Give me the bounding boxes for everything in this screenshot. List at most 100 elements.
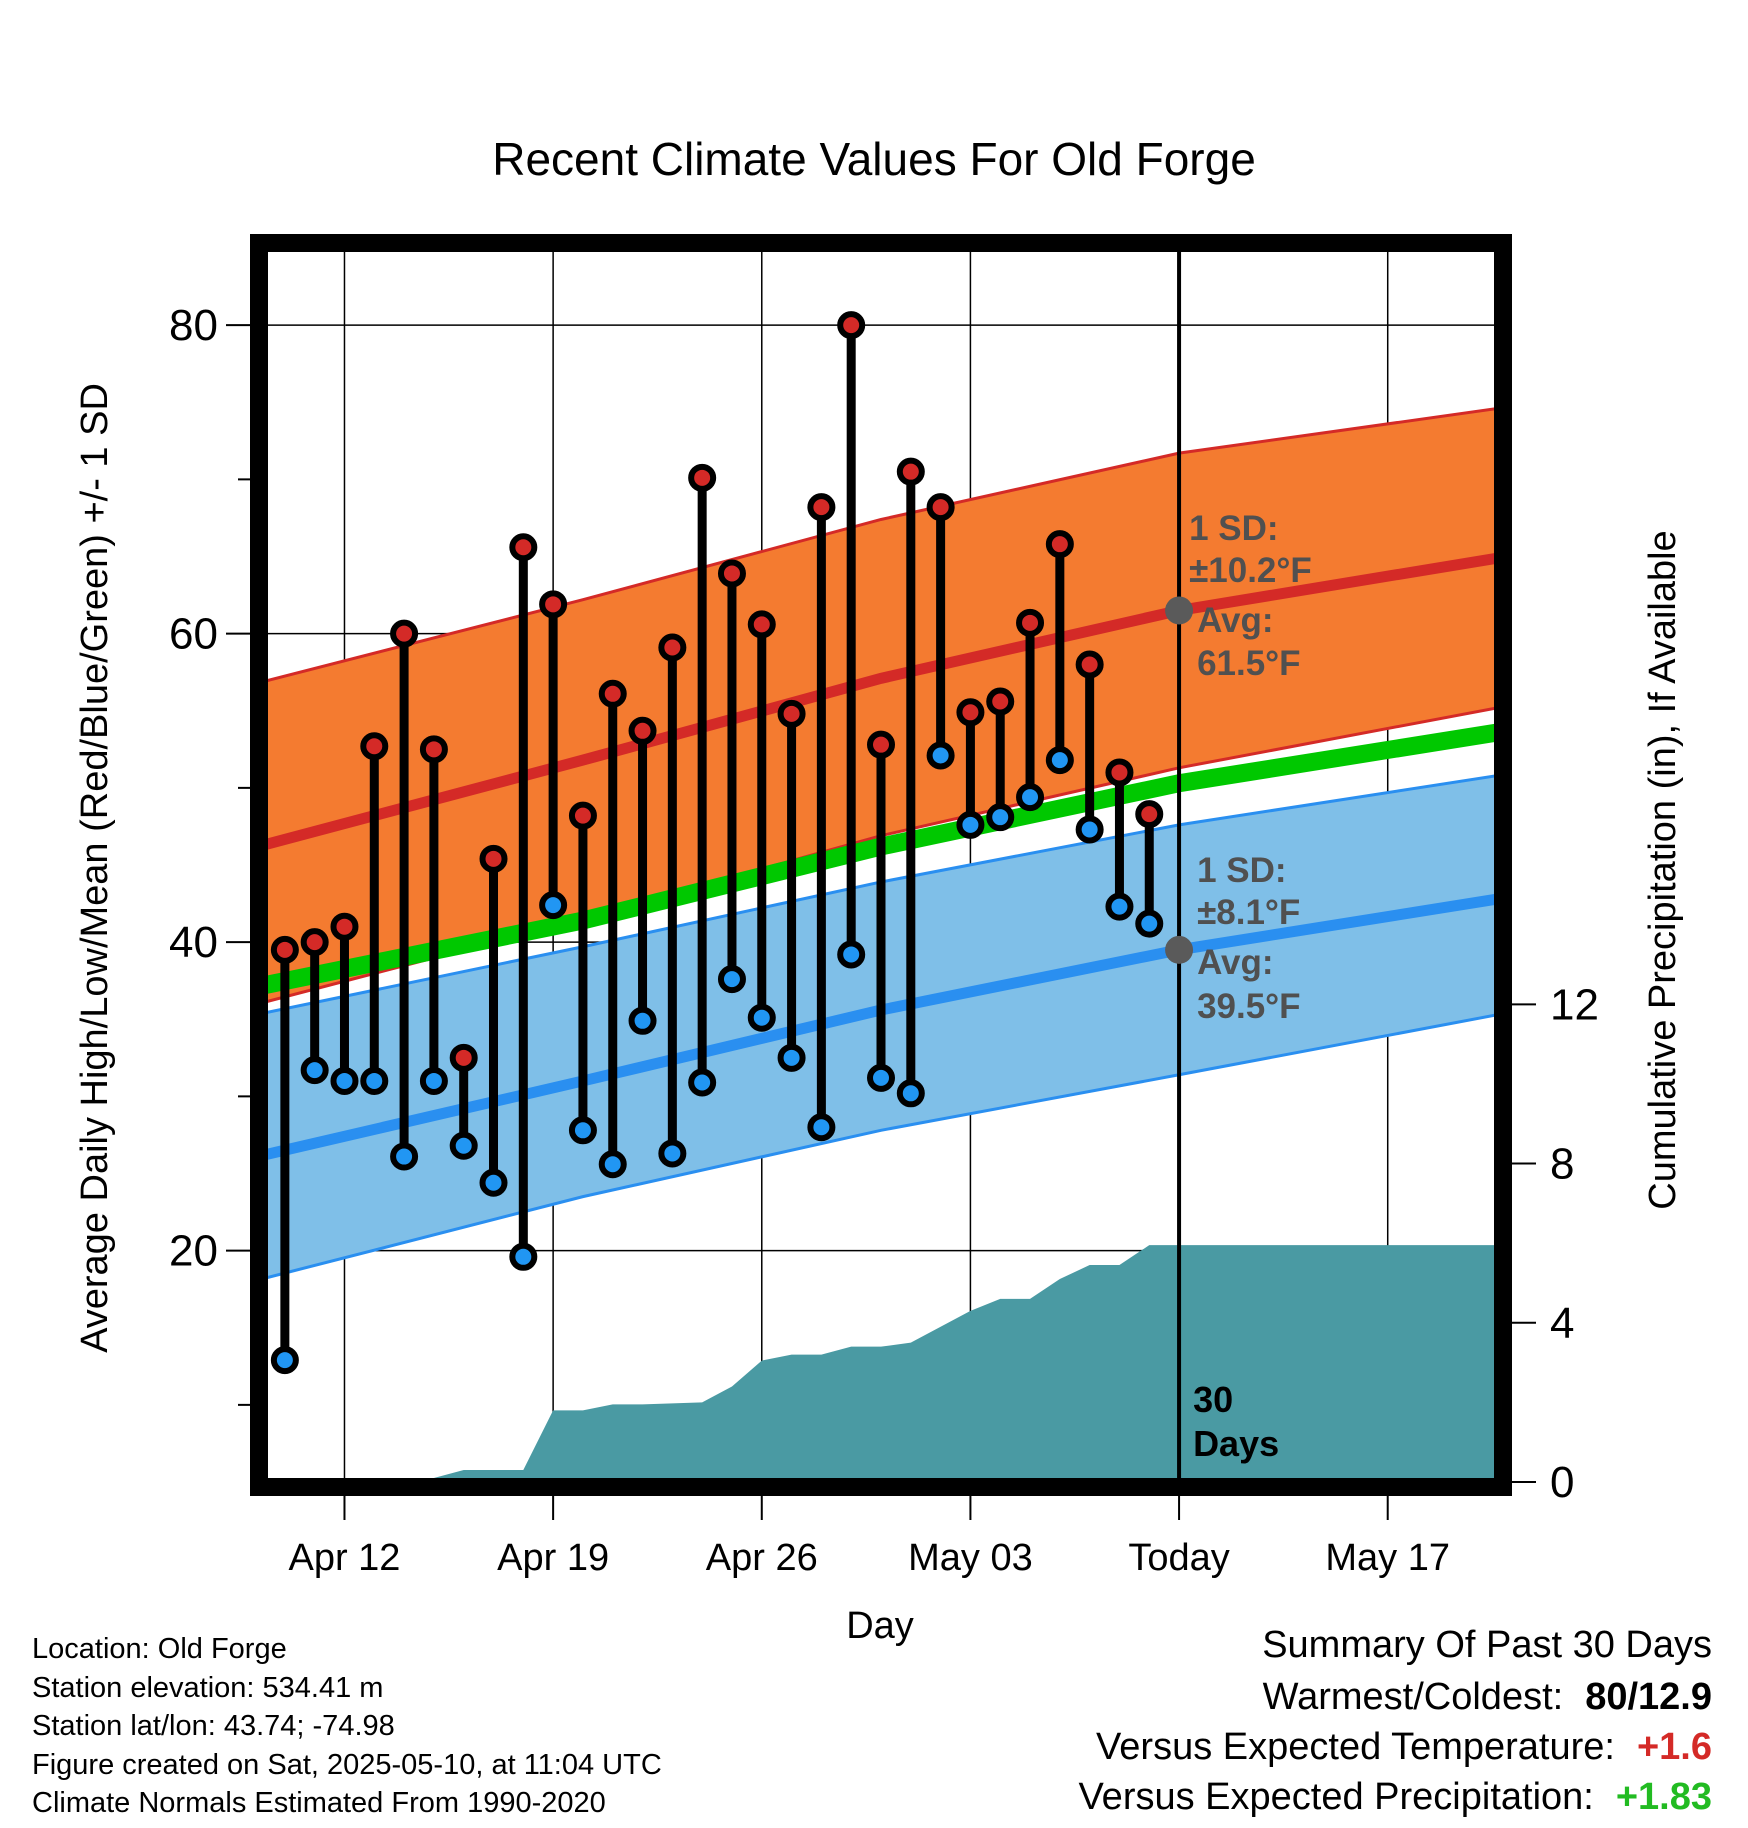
low-sd-value: ±8.1°F	[1197, 893, 1300, 932]
precip-area	[264, 1245, 1498, 1482]
high-marker	[777, 699, 806, 728]
precip-label: Versus Expected Precipitation:	[1078, 1776, 1594, 1818]
high-sd-label: 1 SD:	[1189, 509, 1278, 548]
low-marker	[1135, 909, 1164, 938]
high-marker	[837, 311, 866, 340]
high-marker	[747, 610, 776, 639]
high-marker	[449, 1043, 478, 1072]
today-high-normal-dot	[1165, 596, 1194, 625]
high-avg-value: 61.5°F	[1197, 644, 1301, 683]
high-marker	[628, 716, 657, 745]
high-marker	[568, 801, 597, 830]
high-marker	[598, 679, 627, 708]
low-avg-label: Avg:	[1197, 943, 1273, 982]
high-marker	[688, 463, 717, 492]
high-marker	[807, 493, 836, 522]
high-marker	[896, 457, 925, 486]
high-marker	[658, 633, 687, 662]
low-marker	[419, 1066, 448, 1095]
high-marker	[300, 928, 329, 957]
y2-axis-label: Cumulative Precipitation (in), If Availa…	[1642, 530, 1684, 1209]
high-marker	[479, 844, 508, 873]
low-marker	[300, 1056, 329, 1085]
high-marker	[1105, 758, 1134, 787]
low-marker	[539, 891, 568, 920]
location-text: Location: Old Forge	[32, 1633, 287, 1665]
low-marker	[628, 1006, 657, 1035]
high-avg-label: Avg:	[1197, 601, 1273, 640]
warm-cold-label: Warmest/Coldest:	[1262, 1676, 1564, 1718]
low-marker	[1045, 746, 1074, 775]
low-marker	[390, 1142, 419, 1171]
y2-tick-label: 8	[1550, 1140, 1574, 1189]
today-low-normal-dot	[1165, 935, 1194, 964]
low-marker	[479, 1168, 508, 1197]
days-count-label: 30	[1193, 1379, 1233, 1420]
x-axis-label: Day	[846, 1605, 914, 1647]
summary-title-text: Summary Of Past 30 Days	[1262, 1624, 1712, 1666]
low-marker	[837, 940, 866, 969]
low-marker	[717, 965, 746, 994]
summary-precipitation: Versus Expected Precipitation: +1.83	[1078, 1776, 1712, 1819]
precip-value: +1.83	[1615, 1776, 1712, 1818]
low-marker	[1075, 815, 1104, 844]
daily-markers	[270, 311, 1164, 1375]
y2-tick-label: 12	[1550, 980, 1599, 1029]
low-marker	[270, 1346, 299, 1375]
x-tick-label: Apr 12	[288, 1537, 400, 1579]
low-marker	[330, 1066, 359, 1095]
normals-text: Climate Normals Estimated From 1990-2020	[32, 1787, 606, 1819]
y-axis-label: Average Daily High/Low/Mean (Red/Blue/Gr…	[74, 383, 116, 1353]
low-avg-value: 39.5°F	[1197, 987, 1301, 1026]
low-marker	[598, 1150, 627, 1179]
high-marker	[926, 493, 955, 522]
low-marker	[688, 1068, 717, 1097]
low-sd-label: 1 SD:	[1197, 851, 1286, 890]
temp-value: +1.6	[1636, 1726, 1712, 1768]
high-marker	[509, 533, 538, 562]
x-tick-label: Apr 26	[706, 1537, 818, 1579]
high-marker	[539, 590, 568, 619]
high-marker	[1135, 800, 1164, 829]
low-marker	[867, 1063, 895, 1092]
high-marker	[956, 698, 985, 727]
low-marker	[807, 1113, 836, 1142]
low-marker	[360, 1066, 389, 1095]
low-marker	[777, 1043, 806, 1072]
high-marker	[419, 735, 448, 764]
high-normal-line	[264, 552, 1498, 851]
low-marker	[1105, 892, 1134, 921]
summary-temperature: Versus Expected Temperature: +1.6	[1096, 1726, 1712, 1769]
plot-border	[250, 234, 1512, 1496]
temp-label: Versus Expected Temperature:	[1096, 1726, 1615, 1768]
high-marker	[360, 732, 389, 761]
warm-cold-value: 80/12.9	[1585, 1676, 1712, 1718]
y2-tick-label: 0	[1550, 1458, 1574, 1507]
low-marker	[896, 1079, 925, 1108]
high-marker	[390, 619, 419, 648]
elevation-text: Station elevation: 534.41 m	[32, 1672, 384, 1704]
high-marker	[1016, 608, 1045, 637]
high-marker	[1075, 650, 1104, 679]
high-marker	[1045, 530, 1074, 559]
low-marker	[956, 810, 985, 839]
high-marker	[270, 935, 299, 964]
axes: 20 40 60 80 0 4 8 12 Apr 12 Apr 19 Apr 26 May 03 Tod…	[169, 301, 1599, 1579]
x-tick-label: May 03	[908, 1537, 1033, 1579]
days-unit-label: Days	[1193, 1423, 1279, 1464]
high-sd-value: ±10.2°F	[1189, 551, 1312, 590]
y2-tick-label: 4	[1550, 1299, 1574, 1348]
summary-warm-cold: Warmest/Coldest: 80/12.9	[1263, 1676, 1712, 1719]
chart-title: Recent Climate Values For Old Forge	[492, 133, 1256, 185]
low-marker	[1016, 783, 1045, 812]
plot-frame	[250, 234, 1512, 1496]
low-marker	[926, 741, 955, 770]
y-tick-label: 20	[169, 1227, 218, 1276]
latlon-text: Station lat/lon: 43.74; -74.98	[32, 1710, 395, 1742]
low-marker	[986, 803, 1015, 832]
low-marker	[509, 1242, 538, 1271]
x-tick-label: May 17	[1325, 1537, 1450, 1579]
created-text: Figure created on Sat, 2025-05-10, at 11…	[32, 1749, 662, 1781]
